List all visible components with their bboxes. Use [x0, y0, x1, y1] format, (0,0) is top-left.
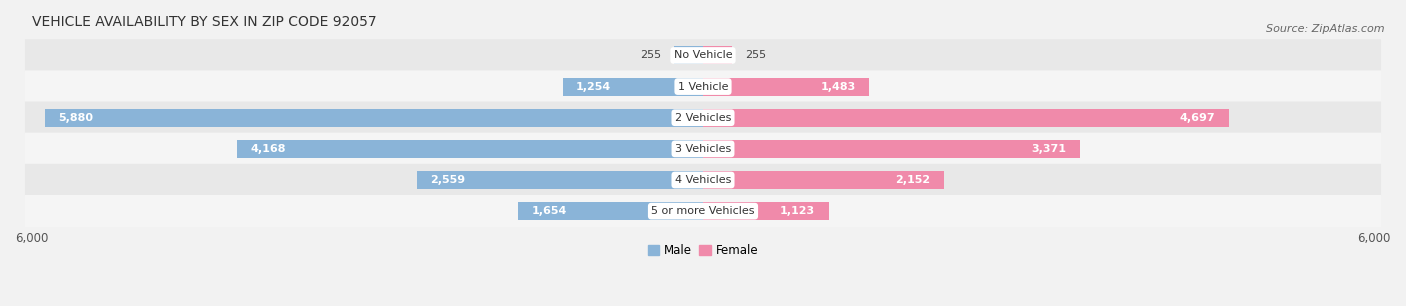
Bar	[703, 171, 943, 189]
Text: 255: 255	[745, 50, 766, 61]
Text: 2,559: 2,559	[430, 175, 465, 185]
Text: 1,654: 1,654	[531, 206, 567, 216]
Text: 4,168: 4,168	[250, 144, 285, 154]
Text: No Vehicle: No Vehicle	[673, 50, 733, 61]
Bar	[703, 47, 731, 65]
Bar	[703, 77, 869, 95]
Text: 2,152: 2,152	[896, 175, 931, 185]
Text: 1,254: 1,254	[576, 82, 612, 91]
Bar	[416, 171, 703, 189]
Bar	[45, 109, 703, 127]
Bar	[236, 140, 703, 158]
Text: 2 Vehicles: 2 Vehicles	[675, 113, 731, 123]
Text: 1,483: 1,483	[820, 82, 855, 91]
Bar	[562, 77, 703, 95]
Text: 4,697: 4,697	[1180, 113, 1215, 123]
Text: 1,123: 1,123	[780, 206, 815, 216]
Bar	[675, 47, 703, 65]
Text: 4 Vehicles: 4 Vehicles	[675, 175, 731, 185]
FancyBboxPatch shape	[25, 133, 1381, 165]
Bar	[703, 202, 828, 220]
Text: VEHICLE AVAILABILITY BY SEX IN ZIP CODE 92057: VEHICLE AVAILABILITY BY SEX IN ZIP CODE …	[32, 15, 377, 29]
Text: 3 Vehicles: 3 Vehicles	[675, 144, 731, 154]
Text: Source: ZipAtlas.com: Source: ZipAtlas.com	[1267, 24, 1385, 35]
Bar	[703, 109, 1229, 127]
Text: 1 Vehicle: 1 Vehicle	[678, 82, 728, 91]
FancyBboxPatch shape	[25, 195, 1381, 227]
Bar	[517, 202, 703, 220]
Bar	[703, 140, 1080, 158]
FancyBboxPatch shape	[25, 70, 1381, 103]
Text: 5,880: 5,880	[59, 113, 94, 123]
Text: 5 or more Vehicles: 5 or more Vehicles	[651, 206, 755, 216]
Text: 3,371: 3,371	[1032, 144, 1067, 154]
Legend: Male, Female: Male, Female	[643, 240, 763, 262]
Text: 255: 255	[640, 50, 661, 61]
FancyBboxPatch shape	[25, 39, 1381, 72]
FancyBboxPatch shape	[25, 164, 1381, 196]
FancyBboxPatch shape	[25, 102, 1381, 134]
